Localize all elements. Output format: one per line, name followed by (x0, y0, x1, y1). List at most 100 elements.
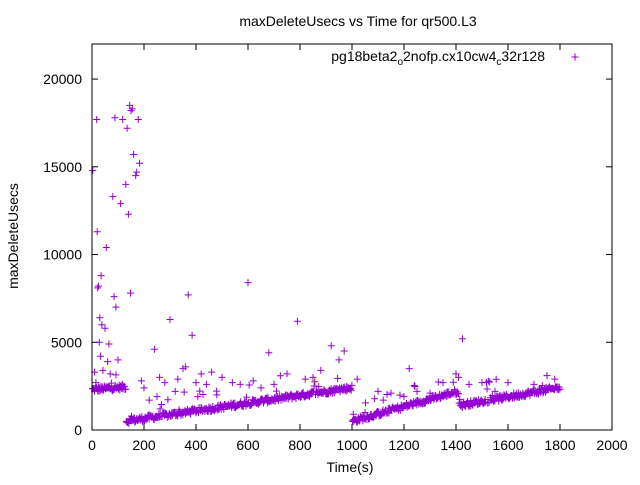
data-point (478, 379, 486, 387)
data-point (454, 390, 462, 398)
data-point (196, 387, 204, 395)
data-point (197, 370, 205, 378)
data-point (208, 368, 216, 376)
data-point (400, 393, 408, 401)
x-axis-label: Time(s) (327, 459, 374, 475)
data-point (265, 349, 273, 357)
data-point (439, 379, 447, 387)
data-point (317, 366, 325, 374)
data-point (93, 115, 101, 123)
y-tick-label: 0 (74, 422, 82, 438)
data-point (127, 107, 135, 115)
data-point (122, 180, 130, 188)
data-point (483, 385, 491, 393)
x-tick-label: 800 (288, 437, 312, 453)
data-point (383, 391, 391, 399)
data-point (174, 412, 182, 420)
data-point (410, 382, 418, 390)
data-point (452, 370, 460, 378)
data-point (420, 400, 428, 408)
data-point (490, 396, 498, 404)
data-point (228, 379, 236, 387)
y-tick-label: 15000 (43, 159, 82, 175)
data-point (543, 372, 551, 380)
x-tick-label: 0 (88, 437, 96, 453)
data-point (174, 375, 182, 383)
data-point (106, 370, 114, 378)
data-point (371, 395, 379, 403)
data-point (96, 314, 104, 322)
data-point (102, 244, 110, 252)
data-point (335, 356, 343, 364)
data-point (293, 317, 301, 325)
data-point (310, 382, 318, 390)
data-point (353, 375, 361, 383)
data-point (426, 389, 434, 397)
data-point (188, 331, 196, 339)
data-point (379, 396, 387, 404)
data-point (110, 293, 118, 301)
data-point (311, 378, 319, 386)
data-point (411, 383, 419, 390)
data-point (551, 375, 559, 383)
y-tick-label: 10000 (43, 247, 82, 263)
data-point (94, 284, 102, 292)
data-point (387, 389, 395, 397)
data-point (101, 324, 109, 332)
data-point (125, 420, 133, 428)
data-point (199, 390, 207, 398)
data-point (459, 335, 466, 343)
data-point (180, 388, 188, 396)
data-point (134, 115, 142, 123)
chart-title: maxDeleteUsecs vs Time for qr500.L3 (239, 13, 477, 29)
data-point (409, 402, 417, 410)
data-point (99, 366, 107, 374)
plot-area-border (91, 43, 613, 431)
legend-marker (571, 53, 579, 61)
data-point (491, 387, 499, 395)
y-tick-label: 20000 (43, 71, 82, 87)
data-point (361, 408, 369, 416)
data-point (126, 289, 134, 297)
x-tick-label: 200 (132, 437, 156, 453)
legend-label-part: o (397, 57, 403, 68)
data-point (114, 356, 122, 364)
data-point (122, 385, 130, 393)
data-point (270, 380, 278, 388)
data-point (157, 401, 165, 409)
data-point (104, 358, 112, 366)
data-point (126, 101, 134, 109)
data-point (107, 379, 115, 387)
data-point (95, 282, 102, 290)
data-point (171, 387, 179, 395)
x-tick-label: 2000 (596, 437, 627, 453)
x-tick-label: 1800 (544, 437, 575, 453)
data-point (257, 384, 265, 392)
data-point (156, 373, 164, 381)
x-tick-label: 600 (236, 437, 260, 453)
data-point (236, 380, 244, 388)
data-point (140, 384, 148, 392)
data-point (434, 378, 442, 386)
legend-plus-marker (571, 53, 579, 61)
data-point (530, 380, 538, 388)
data-point (98, 321, 106, 329)
data-point (243, 393, 251, 401)
data-point (492, 375, 500, 383)
data-point (97, 272, 105, 280)
y-tick-label: 5000 (51, 334, 82, 350)
data-point (124, 210, 132, 218)
data-point (112, 371, 120, 379)
x-tick-label: 1600 (492, 437, 523, 453)
data-point (184, 291, 192, 299)
x-tick-label: 400 (184, 437, 208, 453)
data-point (92, 379, 100, 387)
data-point (245, 381, 253, 389)
data-point (456, 395, 464, 403)
data-point (455, 373, 463, 381)
data-point (347, 386, 355, 394)
data-point (556, 385, 564, 393)
